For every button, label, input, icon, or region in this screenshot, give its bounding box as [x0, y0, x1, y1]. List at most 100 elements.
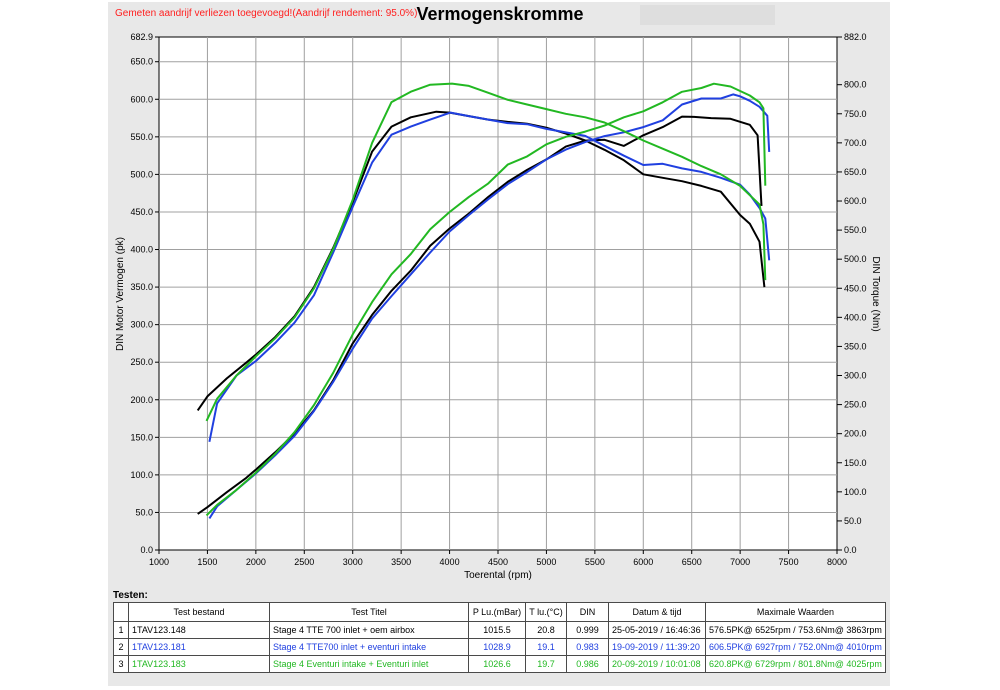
chart-title: Vermogenskromme [416, 4, 584, 24]
x-tick-label: 4500 [488, 557, 508, 567]
y-tick-label: 50.0 [135, 507, 153, 517]
y2-tick-label: 200.0 [844, 429, 867, 439]
test-file: 1TAV123.148 [128, 621, 270, 639]
title-field-blank [640, 5, 775, 25]
x-tick-label: 1500 [197, 557, 217, 567]
x-tick-label: 8000 [827, 557, 847, 567]
test-file: 1TAV123.183 [128, 655, 270, 673]
y2-tick-label: 882.0 [844, 32, 867, 42]
x-tick-label: 3500 [391, 557, 411, 567]
air-pressure: 1026.6 [468, 655, 526, 673]
results-table: Test bestand Test Titel P Lu.(mBar) T lu… [113, 602, 886, 673]
table-row[interactable]: 1 1TAV123.148 Stage 4 TTE 700 inlet + oe… [113, 621, 886, 639]
y2-tick-label: 600.0 [844, 196, 867, 206]
din-factor: 0.999 [566, 621, 609, 639]
test-datetime: 19-09-2019 / 11:39:20 [608, 638, 706, 656]
test-title: Stage 4 TTE 700 inlet + oem airbox [269, 621, 469, 639]
y2-axis-ticks: 0.0 50.0 100.0 150.0 200.0 250.0 300.0 350.0 400… [837, 32, 867, 555]
x-tick-label: 7000 [730, 557, 750, 567]
x-tick-label: 7500 [779, 557, 799, 567]
table-row[interactable]: 3 1TAV123.183 Stage 4 Eventuri intake + … [113, 655, 886, 673]
air-temp: 19.1 [525, 638, 567, 656]
column-header-pressure: P Lu.(mBar) [468, 602, 526, 622]
y-tick-label: 450.0 [130, 207, 153, 217]
y-tick-label: 150.0 [130, 432, 153, 442]
y-axis-ticks: 0.0 50.0 100.0 150.0 200.0 250.0 300.0 350.0 400… [130, 32, 159, 555]
y2-tick-label: 550.0 [844, 225, 867, 235]
drive-loss-notice: Gemeten aandrijf verliezen toegevoegd!(A… [115, 8, 418, 19]
row-index: 1 [113, 621, 129, 639]
y-tick-label: 650.0 [130, 57, 153, 67]
column-header-max: Maximale Waarden [705, 602, 886, 622]
y-tick-label: 682.9 [130, 32, 153, 42]
y-tick-label: 100.0 [130, 470, 153, 480]
x-tick-label: 4000 [440, 557, 460, 567]
y2-tick-label: 300.0 [844, 371, 867, 381]
column-header-date: Datum & tijd [608, 602, 706, 622]
y-axis-label: DIN Motor Vermogen (pk) [115, 237, 126, 351]
test-datetime: 20-09-2019 / 10:01:08 [608, 655, 706, 673]
test-title: Stage 4 TTE700 inlet + eventuri intake [269, 638, 469, 656]
y-tick-label: 400.0 [130, 245, 153, 255]
x-axis-label: Toerental (rpm) [464, 570, 532, 581]
y-tick-label: 550.0 [130, 132, 153, 142]
test-datetime: 25-05-2019 / 16:46:36 [608, 621, 706, 639]
column-header-title: Test Titel [269, 602, 469, 622]
y2-tick-label: 0.0 [844, 545, 857, 555]
x-tick-label: 3000 [343, 557, 363, 567]
max-values: 620.8PK@ 6729rpm / 801.8Nm@ 4025rpm [705, 655, 886, 673]
max-values: 606.5PK@ 6927rpm / 752.0Nm@ 4010rpm [705, 638, 886, 656]
y2-tick-label: 350.0 [844, 341, 867, 351]
din-factor: 0.986 [566, 655, 609, 673]
y-tick-label: 350.0 [130, 282, 153, 292]
column-header-index [113, 602, 129, 622]
y2-tick-label: 800.0 [844, 80, 867, 90]
y2-axis-label: DIN Torque (Nm) [870, 256, 881, 331]
y-tick-label: 200.0 [130, 395, 153, 405]
max-values: 576.5PK@ 6525rpm / 753.6Nm@ 3863rpm [705, 621, 886, 639]
test-title: Stage 4 Eventuri intake + Eventuri inlet [269, 655, 469, 673]
torque-curve-2 [208, 111, 771, 442]
y-tick-label: 0.0 [140, 545, 153, 555]
y2-tick-label: 700.0 [844, 138, 867, 148]
dyno-chart: 1000 1500 2000 2500 3000 3500 4000 4500 5000 5500… [115, 32, 881, 581]
y2-tick-label: 250.0 [844, 400, 867, 410]
tests-label: Testen: [113, 590, 148, 601]
row-index: 2 [113, 638, 129, 656]
y2-tick-label: 400.0 [844, 312, 867, 322]
y-tick-label: 500.0 [130, 169, 153, 179]
air-temp: 20.8 [525, 621, 567, 639]
grid-lines [159, 37, 837, 550]
column-header-file: Test bestand [128, 602, 270, 622]
din-factor: 0.983 [566, 638, 609, 656]
x-tick-label: 5500 [585, 557, 605, 567]
air-pressure: 1015.5 [468, 621, 526, 639]
y2-tick-label: 650.0 [844, 167, 867, 177]
air-temp: 19.7 [525, 655, 567, 673]
x-tick-label: 6500 [682, 557, 702, 567]
curves [196, 82, 771, 519]
test-file: 1TAV123.181 [128, 638, 270, 656]
x-axis-ticks: 1000 1500 2000 2500 3000 3500 4000 4500 5000 5500… [149, 550, 847, 567]
air-pressure: 1028.9 [468, 638, 526, 656]
x-tick-label: 2000 [246, 557, 266, 567]
table-row[interactable]: 2 1TAV123.181 Stage 4 TTE700 inlet + eve… [113, 638, 886, 656]
x-tick-label: 1000 [149, 557, 169, 567]
table-header-row: Test bestand Test Titel P Lu.(mBar) T lu… [113, 602, 886, 622]
torque-curve-3 [205, 82, 767, 422]
y2-tick-label: 150.0 [844, 458, 867, 468]
x-tick-label: 2500 [294, 557, 314, 567]
column-header-temp: T lu.(°C) [525, 602, 567, 622]
power-curve-3 [205, 82, 767, 517]
power-curve-2 [208, 93, 771, 519]
x-tick-label: 6000 [633, 557, 653, 567]
y2-tick-label: 450.0 [844, 283, 867, 293]
y2-tick-label: 750.0 [844, 109, 867, 119]
column-header-din: DIN [566, 602, 609, 622]
y-tick-label: 600.0 [130, 94, 153, 104]
y2-tick-label: 500.0 [844, 254, 867, 264]
row-index: 3 [113, 655, 129, 673]
y2-tick-label: 50.0 [844, 516, 862, 526]
y2-tick-label: 100.0 [844, 487, 867, 497]
y-tick-label: 300.0 [130, 320, 153, 330]
